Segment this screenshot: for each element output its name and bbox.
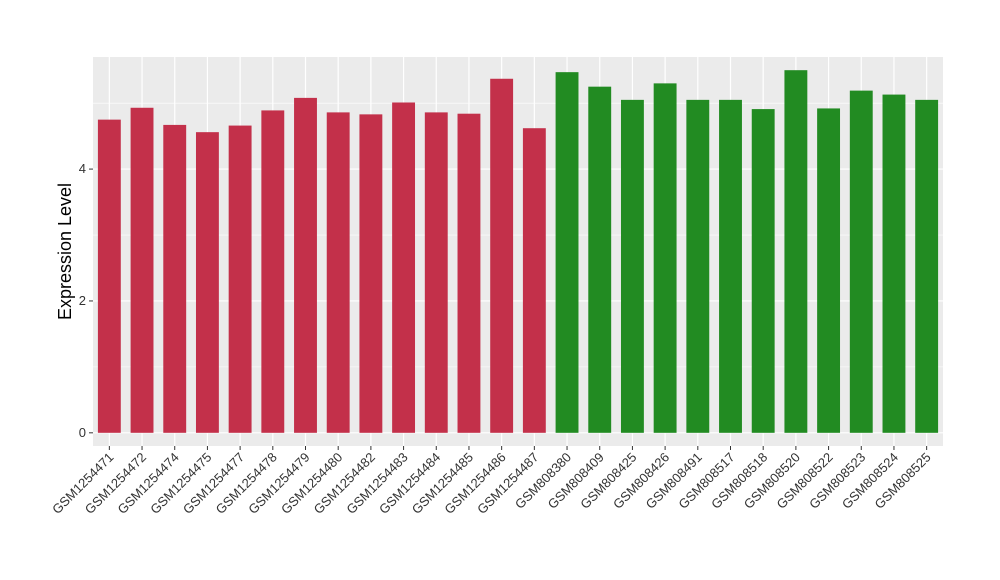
bar <box>195 132 219 433</box>
y-axis: 0 2 4 <box>79 161 93 440</box>
bars <box>97 70 939 433</box>
bar <box>97 119 121 433</box>
bar <box>424 112 448 433</box>
plot-panel <box>93 57 943 446</box>
bar <box>588 86 612 433</box>
y-tick-label: 0 <box>79 425 86 440</box>
bar <box>130 107 154 433</box>
bar <box>359 114 383 433</box>
bar <box>882 94 906 433</box>
bar <box>719 99 742 433</box>
bar <box>849 90 873 433</box>
bar <box>915 99 939 433</box>
bar <box>522 128 546 433</box>
y-tick-label: 4 <box>79 161 86 176</box>
x-axis: GSM1254471GSM1254472GSM1254474GSM1254475… <box>49 446 934 517</box>
bar <box>457 113 481 433</box>
bar <box>555 72 579 433</box>
bar <box>817 108 841 433</box>
bar <box>784 70 808 433</box>
bar <box>261 110 285 433</box>
y-tick-label: 2 <box>79 293 86 308</box>
bar <box>653 83 677 433</box>
bar <box>392 102 416 433</box>
bar <box>163 124 187 433</box>
bar <box>751 109 775 433</box>
bar <box>620 99 644 433</box>
bar <box>686 99 710 433</box>
y-axis-title: Expression Level <box>55 183 75 320</box>
bar <box>294 97 317 433</box>
bar <box>326 112 350 433</box>
bar <box>490 78 514 433</box>
bar <box>228 125 252 433</box>
